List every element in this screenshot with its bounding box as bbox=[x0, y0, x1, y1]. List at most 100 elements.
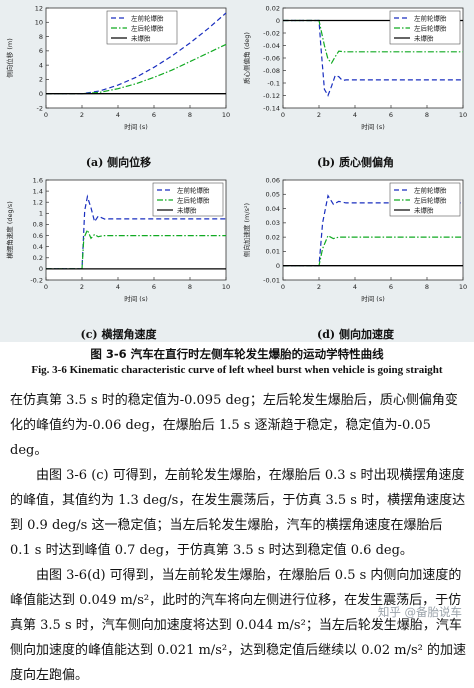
x-tick-label: 10 bbox=[459, 283, 467, 291]
x-tick-label: 0 bbox=[281, 283, 285, 291]
y-tick-label: 12 bbox=[35, 4, 43, 12]
caption-a: (a) 侧向位移 bbox=[85, 156, 152, 169]
x-tick-label: 4 bbox=[353, 111, 357, 119]
y-tick-label: 1.2 bbox=[33, 199, 43, 207]
legend-label: 未爆胎 bbox=[131, 33, 151, 42]
y-tick-label: -0.02 bbox=[263, 29, 280, 37]
y-tick-label: 4 bbox=[39, 61, 43, 69]
x-tick-label: 4 bbox=[116, 111, 120, 119]
y-tick-label: 1.6 bbox=[33, 176, 43, 184]
x-tick-label: 8 bbox=[188, 283, 192, 291]
y-tick-label: -0.14 bbox=[263, 104, 280, 112]
x-tick-label: 8 bbox=[425, 111, 429, 119]
y-tick-label: 0 bbox=[39, 90, 43, 98]
y-tick-label: 0.02 bbox=[266, 233, 280, 241]
y-tick-label: 0.01 bbox=[266, 248, 280, 256]
y-tick-label: -0.06 bbox=[263, 54, 280, 62]
y-tick-label: -0.12 bbox=[263, 92, 280, 100]
x-tick-label: 6 bbox=[389, 111, 393, 119]
x-tick-label: 2 bbox=[317, 111, 321, 119]
y-tick-label: 0.6 bbox=[33, 232, 43, 240]
paragraph-1: 在仿真第 3.5 s 时的稳定值为-0.095 deg；左后轮发生爆胎后，质心侧… bbox=[10, 393, 458, 458]
watermark: 知乎 @备胎说车 bbox=[377, 605, 462, 619]
x-tick-label: 2 bbox=[80, 111, 84, 119]
legend-label: 未爆胎 bbox=[414, 205, 434, 214]
y-tick-label: -0.01 bbox=[263, 276, 280, 284]
x-tick-label: 2 bbox=[317, 283, 321, 291]
x-tick-label: 6 bbox=[152, 111, 156, 119]
x-tick-label: 10 bbox=[222, 111, 230, 119]
x-axis-label: 时间 (s) bbox=[124, 294, 148, 303]
x-tick-label: 8 bbox=[188, 111, 192, 119]
caption-c: (c) 横摆角速度 bbox=[80, 328, 157, 341]
legend-label: 左后轮爆胎 bbox=[414, 23, 447, 32]
series-line bbox=[283, 19, 463, 64]
body-text: 在仿真第 3.5 s 时的稳定值为-0.095 deg；左后轮发生爆胎后，质心侧… bbox=[10, 388, 466, 688]
x-tick-label: 6 bbox=[389, 283, 393, 291]
y-tick-label: -0.1 bbox=[267, 79, 280, 87]
x-tick-label: 0 bbox=[44, 111, 48, 119]
y-tick-label: 0.04 bbox=[266, 205, 280, 213]
legend-label: 未爆胎 bbox=[177, 205, 197, 214]
figure-area: 0 2 4 6 8 10 -2 0 2 4 6 8 10 12 时间 (s) 侧向位移 (m) 左前轮爆胎 左后轮… bbox=[0, 0, 474, 342]
y-tick-label: 0.4 bbox=[33, 243, 43, 251]
x-tick-label: 4 bbox=[116, 283, 120, 291]
y-tick-label: 0.06 bbox=[266, 176, 280, 184]
y-tick-label: 0.03 bbox=[266, 219, 280, 227]
y-tick-label: 1 bbox=[39, 210, 43, 218]
y-tick-label: -0.04 bbox=[263, 42, 280, 50]
x-tick-label: 2 bbox=[80, 283, 84, 291]
y-tick-label: 0.02 bbox=[266, 4, 280, 12]
y-tick-label: 6 bbox=[39, 47, 43, 55]
legend-label: 左后轮爆胎 bbox=[414, 195, 447, 204]
y-axis-label: 侧向加速度 (m/s²) bbox=[242, 203, 251, 257]
y-tick-label: -0.2 bbox=[30, 276, 43, 284]
series-line bbox=[46, 194, 226, 270]
figure-title-cn: 图 3-6 汽车在直行时左侧车轮发生爆胎的运动学特性曲线 bbox=[90, 347, 384, 361]
x-tick-label: 6 bbox=[152, 283, 156, 291]
caption-b: (b) 质心侧偏角 bbox=[317, 156, 394, 169]
y-axis-label: 质心侧偏角 (deg) bbox=[242, 32, 251, 84]
x-axis-label: 时间 (s) bbox=[361, 122, 385, 131]
x-tick-label: 0 bbox=[44, 283, 48, 291]
legend-label: 左前轮爆胎 bbox=[131, 13, 164, 22]
paragraph-3: 由图 3-6(d) 可得到，当左前轮发生爆胎，在爆胎后 0.5 s 内侧向加速度… bbox=[10, 568, 467, 683]
legend-label: 左后轮爆胎 bbox=[131, 23, 164, 32]
series-line bbox=[46, 12, 227, 95]
x-tick-label: 4 bbox=[353, 283, 357, 291]
chart-lateral-acceleration: 0 2 4 6 8 10-0.0100.010.020.030.040.050.06时间 … bbox=[242, 176, 467, 303]
x-tick-label: 10 bbox=[222, 283, 230, 291]
legend-label: 未爆胎 bbox=[414, 33, 434, 42]
y-axis-label: 侧向位移 (m) bbox=[5, 38, 14, 77]
y-tick-label: -0.08 bbox=[263, 67, 280, 75]
y-tick-label: 0 bbox=[276, 262, 280, 270]
series-line bbox=[46, 43, 227, 95]
x-tick-label: 8 bbox=[425, 283, 429, 291]
legend-label: 左前轮爆胎 bbox=[414, 13, 447, 22]
legend-label: 左后轮爆胎 bbox=[177, 195, 210, 204]
paragraph-2: 由图 3-6 (c) 可得到，左前轮发生爆胎，在爆胎后 0.3 s 时出现横摆角… bbox=[10, 468, 466, 558]
x-axis-label: 时间 (s) bbox=[361, 294, 385, 303]
chart-sideslip-angle: 0 2 4 6 8 10 -0.14 -0.12 -0.1 -0.08 -0.06 -0.04 -0.0… bbox=[242, 4, 467, 131]
chart-yaw-rate: 0 2 4 6 8 10-0.200.20.40.60.811.21.41.6时间 (s)… bbox=[5, 176, 230, 303]
y-tick-label: 0 bbox=[39, 265, 43, 273]
x-tick-label: 10 bbox=[459, 111, 467, 119]
series-line bbox=[46, 228, 226, 270]
y-tick-label: 1.4 bbox=[33, 187, 43, 195]
series-line bbox=[283, 19, 463, 97]
y-tick-label: 0 bbox=[276, 17, 280, 25]
x-tick-label: 0 bbox=[281, 111, 285, 119]
y-tick-label: 0.2 bbox=[33, 254, 43, 262]
legend-label: 左前轮爆胎 bbox=[177, 185, 210, 194]
series-line bbox=[283, 194, 463, 267]
legend-label: 左前轮爆胎 bbox=[414, 185, 447, 194]
y-tick-label: 0.8 bbox=[33, 221, 43, 229]
y-tick-label: 10 bbox=[35, 19, 43, 27]
y-tick-label: 0.05 bbox=[266, 191, 280, 199]
caption-d: (d) 侧向加速度 bbox=[317, 328, 394, 341]
y-tick-label: 8 bbox=[39, 33, 43, 41]
x-axis-label: 时间 (s) bbox=[124, 122, 148, 131]
y-tick-label: 2 bbox=[39, 76, 43, 84]
y-axis-label: 横摆角速度 (deg/s) bbox=[5, 201, 14, 258]
